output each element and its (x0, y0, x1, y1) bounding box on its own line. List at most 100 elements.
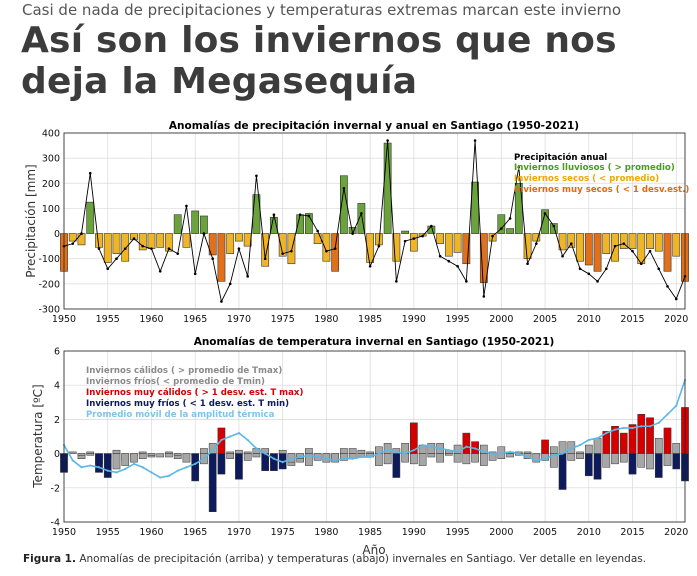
temp-bar-min (77, 453, 86, 456)
temp-bar-min (576, 453, 584, 459)
temp-moving-average-point (106, 469, 109, 472)
precip-xtick-label: 1955 (96, 314, 120, 325)
temp-bar-min (532, 453, 541, 463)
temp-bar-max (523, 451, 532, 454)
temp-xtick-label: 2000 (489, 527, 513, 538)
precip-annual-point (106, 267, 110, 271)
precip-xtick-label: 1960 (139, 314, 163, 325)
temp-moving-average-point (176, 469, 179, 472)
temp-bar-min (173, 453, 182, 456)
precip-bar (322, 233, 331, 262)
temp-bar-min (410, 453, 418, 465)
temp-bar-max (68, 451, 77, 454)
temp-bar-min (217, 453, 226, 475)
precip-bar (593, 233, 602, 272)
temp-bar-max (427, 443, 436, 454)
precip-annual-point (298, 213, 302, 217)
temp-bar-min (445, 453, 453, 456)
temp-bar-min (138, 453, 147, 459)
precip-annual-point (193, 272, 197, 276)
precip-annual-point (97, 247, 101, 250)
precip-annual-point (657, 267, 661, 271)
precip-annual-point (412, 237, 416, 240)
temp-moving-average-point (473, 447, 477, 450)
precip-bar (331, 233, 340, 272)
precip-annual-point (517, 165, 521, 169)
temp-moving-average-point (482, 450, 485, 453)
temp-bar-min (86, 453, 95, 456)
precip-bar (208, 233, 217, 256)
precip-bar (436, 233, 444, 244)
precip-annual-point (71, 242, 75, 245)
temp-bar-min (261, 453, 270, 471)
temp-bar-min (619, 453, 628, 463)
temp-moving-average-point (421, 443, 424, 447)
temp-bar-max (112, 449, 121, 454)
temp-bar-min (567, 453, 576, 461)
precip-bar (453, 233, 462, 253)
precip-bar (287, 233, 296, 265)
precip-bar (138, 233, 147, 251)
temp-bar-max (541, 439, 549, 454)
precip-bar (409, 233, 418, 252)
temp-bar-min (602, 453, 611, 468)
precip-xtick-label: 2005 (533, 314, 557, 325)
temp-moving-average-point (613, 428, 617, 431)
precip-xtick-label: 1980 (314, 314, 338, 325)
temp-xtick-label: 1970 (227, 527, 251, 538)
temp-bar-min (672, 453, 681, 470)
precip-bar (576, 233, 584, 262)
precip-y-ticks: -300 -200 -100 0 100 200 300 400 (38, 129, 60, 316)
precip-bar (261, 233, 270, 267)
precip-annual-point (202, 232, 206, 235)
precip-ytick-label: -100 (38, 254, 60, 265)
precip-bar (156, 233, 165, 248)
temp-xtick-label: 2010 (577, 527, 601, 538)
precip-annual-point (123, 247, 127, 250)
precip-annual-point (360, 212, 363, 215)
temp-bar-max (584, 444, 593, 454)
temp-moving-average-point (272, 457, 276, 460)
temp-moving-average-point (369, 455, 372, 459)
temp-xtick-label: 1980 (314, 527, 338, 538)
precip-ytick-label: -300 (38, 305, 60, 316)
precip-annual-point (377, 244, 381, 248)
temp-bar-max (235, 449, 243, 454)
temp-ytick-label: 4 (54, 381, 60, 392)
temp-bar-min (191, 453, 200, 482)
temp-moving-average-point (299, 455, 302, 459)
temp-moving-average-point (229, 435, 232, 438)
precip-annual-point (508, 217, 512, 220)
precip-annual-point (316, 229, 319, 233)
temp-ytick-label: 2 (54, 415, 60, 426)
temp-moving-average-point (307, 454, 311, 457)
precip-annual-point (561, 254, 564, 258)
temp-bar-min (462, 453, 471, 465)
temp-bar-min (270, 453, 278, 471)
precip-bar (366, 233, 375, 263)
precip-annual-point (290, 249, 293, 253)
precip-plot-border (63, 132, 686, 310)
temp-moving-average-point (587, 438, 590, 442)
temp-bar-max (549, 446, 558, 454)
temp-moving-average-point (115, 471, 118, 474)
precip-bar (392, 233, 401, 262)
precip-bar (200, 215, 208, 234)
legend-very-dry: Inviernos muy secos ( < 1 desv.est.) (514, 185, 689, 195)
temp-bar-max (357, 449, 366, 454)
precip-annual-point (237, 247, 241, 250)
precip-annual-point (88, 171, 92, 175)
temp-bar-min (427, 453, 436, 458)
temp-moving-average-point (237, 431, 241, 435)
headline: Así son los inviernos que nos deja la Me… (21, 20, 617, 102)
temp-plot-frame (63, 350, 686, 523)
temp-bar-min (103, 453, 112, 478)
temp-bar-max (348, 448, 357, 454)
precip-annual-point (368, 264, 372, 268)
temp-moving-average-point (395, 450, 398, 453)
precip-ytick-label: 300 (42, 154, 60, 165)
temp-moving-average-point (622, 426, 625, 430)
temp-bar-max (593, 437, 602, 454)
precip-bar (401, 230, 409, 234)
precip-annual-point (351, 232, 354, 235)
